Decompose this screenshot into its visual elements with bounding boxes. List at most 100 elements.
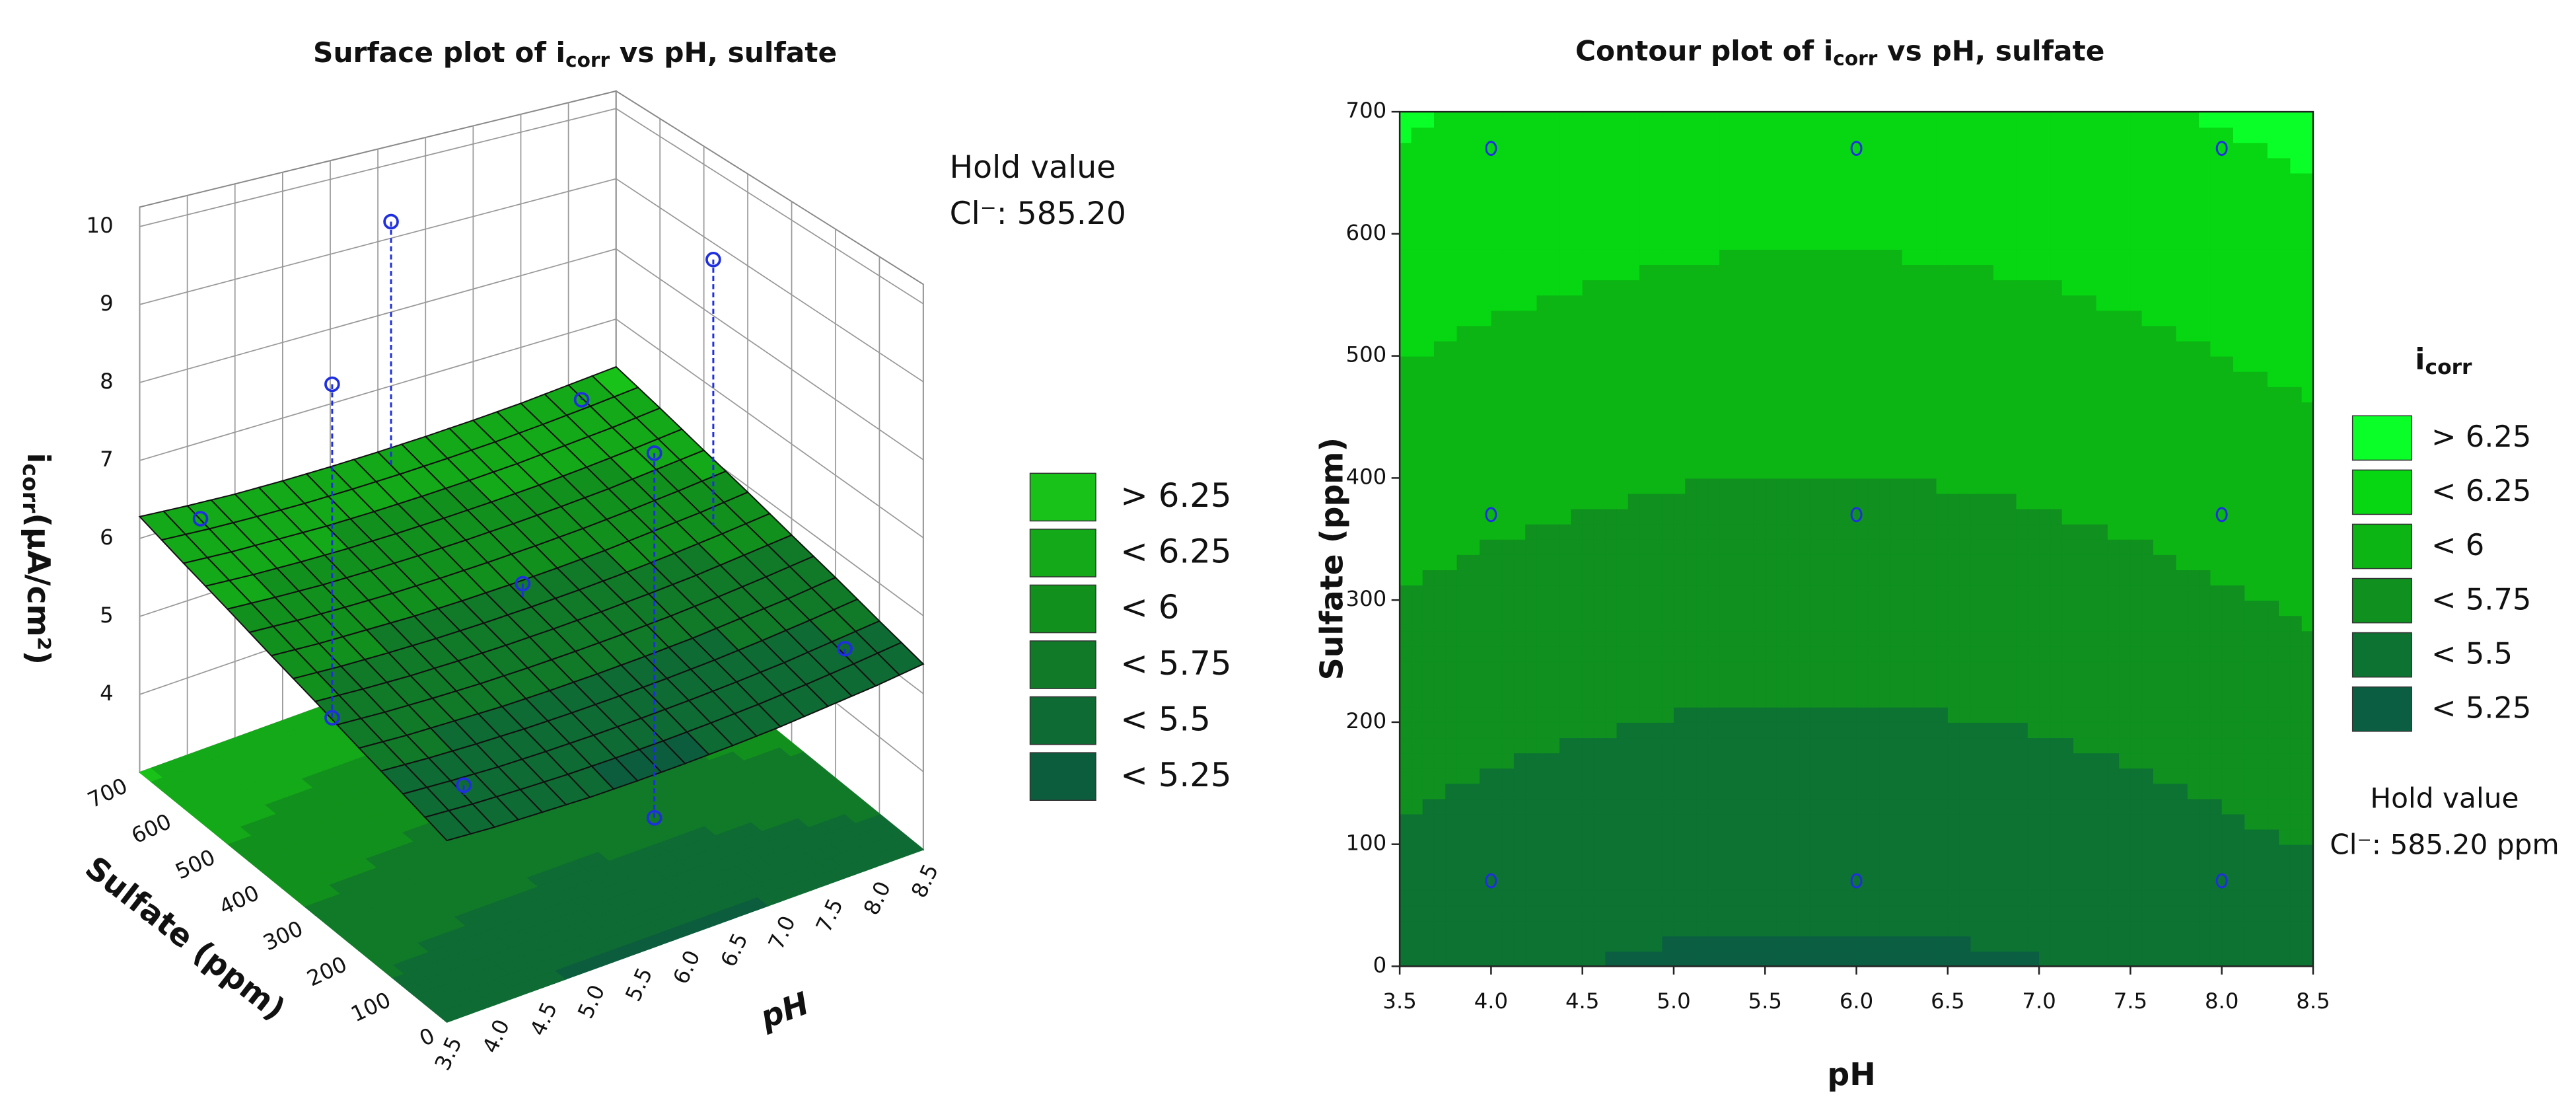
contour-patch [1616, 646, 1629, 662]
contour-patch [2141, 722, 2154, 739]
contour-patch [1822, 569, 1834, 586]
contour-patch [1525, 585, 1538, 601]
contour-cell [1582, 355, 1674, 479]
contour-patch [2187, 859, 2200, 876]
contour-patch [1936, 355, 1949, 372]
contour-patch [1822, 493, 1834, 509]
contour-patch [2290, 569, 2303, 586]
contour-patch [2210, 798, 2223, 815]
contour-patch [1993, 722, 2006, 739]
contour-patch [1411, 508, 1423, 525]
contour-patch [1433, 737, 1447, 754]
contour-patch [2141, 920, 2154, 937]
contour-patch [2107, 889, 2120, 907]
contour-patch [1970, 417, 1983, 433]
contour-patch [1845, 355, 1857, 372]
contour-patch [1480, 417, 1492, 433]
contour-patch [1890, 432, 1903, 449]
contour-patch [2050, 874, 2063, 891]
contour-patch [1742, 630, 1754, 647]
contour-patch [2301, 920, 2314, 937]
contour-patch [1559, 325, 1572, 342]
contour-patch [2244, 889, 2257, 907]
contour-patch [1822, 371, 1834, 387]
contour-patch [1605, 295, 1618, 311]
contour-patch [1548, 783, 1561, 800]
contour-patch [1571, 295, 1583, 311]
contour-patch [2256, 753, 2268, 769]
contour-patch [1822, 417, 1834, 433]
contour-patch [2141, 463, 2154, 479]
contour-patch [2165, 722, 2177, 739]
contour-patch [2187, 646, 2200, 662]
contour-patch [1445, 248, 1458, 266]
contour-patch [1993, 706, 2006, 723]
contour-patch [1411, 661, 1423, 677]
contour-patch [1502, 523, 1515, 540]
contour-patch [1925, 889, 1937, 907]
contour-patch [1651, 355, 1663, 372]
contour-patch [2085, 920, 2097, 937]
z-tick-label: 7 [100, 447, 114, 472]
contour-patch [1765, 753, 1777, 769]
contour-patch [1662, 386, 1674, 402]
contour-patch [1867, 615, 1880, 632]
contour-patch [1651, 615, 1663, 632]
contour-patch [2050, 432, 2063, 449]
contour-patch [1685, 569, 1698, 586]
contour-patch [1628, 463, 1641, 479]
contour-patch [1536, 905, 1549, 922]
contour-patch [1616, 463, 1629, 479]
contour-patch [2176, 554, 2188, 570]
contour-patch [1593, 554, 1606, 570]
contour-patch [1582, 325, 1594, 342]
contour-patch [1433, 829, 1447, 845]
contour-patch [2039, 722, 2052, 739]
contour-patch [1456, 523, 1469, 540]
contour-patch [1913, 386, 1926, 402]
contour-patch [1628, 722, 1641, 739]
contour-patch [2199, 859, 2211, 876]
contour-patch [1879, 417, 1892, 433]
contour-patch [1673, 508, 1686, 525]
contour-patch [1822, 783, 1834, 800]
contour-patch [1559, 478, 1572, 494]
contour-patch [1982, 478, 1994, 494]
contour-patch [1947, 829, 1960, 845]
contour-patch [2050, 615, 2063, 632]
contour-patch [2141, 447, 2154, 464]
contour-patch [2210, 401, 2223, 418]
contour-patch [2050, 676, 2063, 692]
contour-patch [2267, 355, 2280, 372]
contour-patch [1913, 493, 1926, 509]
contour-patch [1662, 920, 1674, 937]
contour-patch [1902, 951, 1914, 967]
contour-patch [2256, 539, 2268, 555]
contour-patch [1959, 386, 1972, 402]
contour-patch [2221, 691, 2234, 708]
contour-patch [1902, 768, 1914, 784]
contour-patch [2165, 706, 2177, 723]
contour-patch [1502, 951, 1515, 967]
contour-patch [2130, 386, 2143, 402]
contour-patch [2119, 355, 2131, 372]
hold-value: Hold value [950, 149, 1116, 186]
contour-patch [2141, 646, 2154, 662]
contour-patch [2141, 569, 2154, 586]
contour-patch [1593, 676, 1606, 692]
contour-patch [2016, 355, 2028, 372]
contour-patch [1468, 661, 1481, 677]
contour-patch [1731, 661, 1743, 677]
contour-patch [2290, 783, 2303, 800]
contour-patch [1468, 676, 1481, 692]
z-tick-label: 6 [100, 525, 114, 550]
contour-patch [2199, 447, 2211, 464]
contour-patch [1480, 798, 1492, 815]
contour-patch [2050, 569, 2063, 586]
contour-patch [1731, 737, 1743, 754]
contour-patch [2221, 813, 2234, 830]
contour-patch [1707, 691, 1721, 708]
contour-patch [1559, 920, 1572, 937]
contour-patch [1936, 722, 1949, 739]
contour-patch [2290, 737, 2303, 754]
